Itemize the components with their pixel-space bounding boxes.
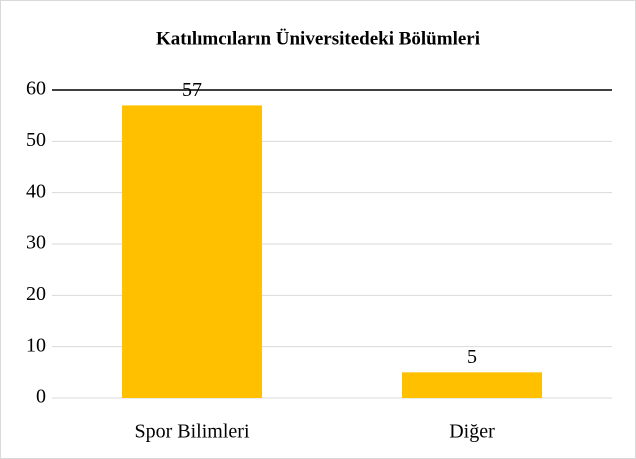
x-tick-label: Diğer xyxy=(449,421,495,443)
data-label: 57 xyxy=(182,79,202,101)
y-tick-label: 40 xyxy=(26,180,46,202)
chart-title: Katılımcıların Üniversitedeki Bölümleri xyxy=(156,28,480,49)
y-tick-label: 20 xyxy=(26,283,46,305)
y-tick-label: 10 xyxy=(26,334,46,356)
y-tick-label: 50 xyxy=(26,129,46,151)
data-label: 5 xyxy=(467,346,477,368)
y-tick-label: 60 xyxy=(26,78,46,100)
y-tick-label: 30 xyxy=(26,232,46,254)
y-tick-label: 0 xyxy=(36,386,46,408)
bar xyxy=(402,372,542,398)
x-tick-label: Spor Bilimleri xyxy=(135,421,250,443)
bar xyxy=(122,105,262,399)
